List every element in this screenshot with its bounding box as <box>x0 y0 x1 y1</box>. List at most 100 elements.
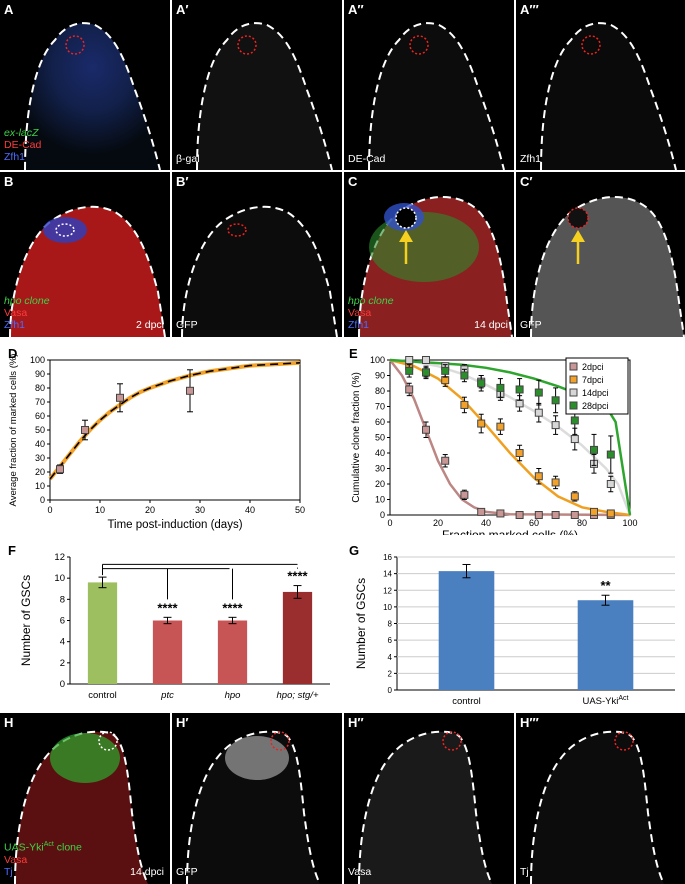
y-tick-label: 70 <box>375 402 385 412</box>
x-tick-label: 20 <box>433 518 443 528</box>
y-tick-label: 60 <box>35 411 45 421</box>
y-tick-label: 80 <box>375 386 385 396</box>
channel-label: GFP <box>520 319 542 331</box>
y-axis-label: Average fraction of marked cells (%) <box>8 354 19 507</box>
y-tick-label: 6 <box>388 636 393 645</box>
y-tick-label: 20 <box>375 479 385 489</box>
y-tick-label: 16 <box>383 553 392 562</box>
legend-swatch-14dpci <box>569 388 578 397</box>
panel-B1: B′ GFP <box>172 172 342 337</box>
x-category-label: control <box>452 696 481 707</box>
data-point-2dpci <box>441 456 450 465</box>
y-tick-label: 50 <box>375 433 385 443</box>
panel-label: A <box>4 2 14 17</box>
legend-vasa: Vasa <box>4 307 28 319</box>
bar-control <box>87 582 118 684</box>
testis-image-B <box>9 205 166 337</box>
legend-zfh1: Zfh1 <box>4 319 26 331</box>
fit-curve-dashed <box>49 362 301 480</box>
testis-image-H3 <box>530 730 665 884</box>
channel-label: Vasa <box>348 866 372 878</box>
data-point-28dpci <box>422 368 430 377</box>
panel-label: A′′′ <box>520 2 539 17</box>
x-tick-label: 100 <box>622 518 637 528</box>
data-point-7dpci <box>460 400 469 409</box>
panel-B: B hpo clone Vasa Zfh1 2 dpci <box>0 172 170 337</box>
chart-F-svg: F 0 2 4 6 8 10 12 Number of GSCs control ptc **** hp… <box>8 543 330 701</box>
data-point-2dpci <box>515 511 524 519</box>
panel-A2: A′′ DE-Cad <box>344 0 514 170</box>
panel-label: H′′′ <box>520 715 539 730</box>
channel-label: GFP <box>176 319 198 331</box>
x-tick-label: 40 <box>481 518 491 528</box>
chart-F: F 0 2 4 6 8 10 12 Number of GSCs control ptc **** hp… <box>0 537 340 712</box>
data-point-14dpci <box>570 435 579 444</box>
data-point <box>116 393 124 402</box>
testis-image-A2 <box>368 22 505 170</box>
data-point-2dpci <box>460 490 469 499</box>
channel-label: Zfh1 <box>520 153 542 165</box>
legend-label-2dpci: 2dpci <box>582 362 604 372</box>
y-tick-label: 12 <box>383 586 392 595</box>
data-point-7dpci <box>441 376 450 385</box>
data-point-28dpci <box>441 366 450 375</box>
y-tick-label: 8 <box>388 620 393 629</box>
y-tick-label: 0 <box>380 510 385 520</box>
y-tick-label: 12 <box>54 552 65 563</box>
testis-image-A3 <box>540 22 677 170</box>
chart-D: D 0 10 20 30 40 50 0 10 20 30 40 50 60 70 80 90 100 Time p… <box>0 340 340 535</box>
bar-hpo; stg/+ <box>282 591 313 684</box>
chart-G-svg: G 0 2 4 6 8 10 12 14 16 Number of GSCs control UAS-Y… <box>349 543 675 707</box>
data-point-28dpci <box>570 416 579 425</box>
data-point-7dpci <box>570 492 579 501</box>
x-category-label: ptc <box>160 690 174 701</box>
panel-C1: C′ GFP <box>516 172 685 337</box>
data-point-28dpci <box>590 445 598 454</box>
legend-uas-yki-clone: UAS-YkiAct clone <box>4 841 82 854</box>
x-tick-label: 30 <box>195 505 205 515</box>
data-point-14dpci <box>422 356 430 364</box>
category-superscript: Act <box>618 695 628 702</box>
panel-label: H′′ <box>348 715 364 730</box>
y-tick-label: 40 <box>35 439 45 449</box>
legend-vasa: Vasa <box>348 307 372 319</box>
data-point-2dpci <box>570 511 579 519</box>
panel-H1: H′ GFP <box>172 713 342 884</box>
data-point-2dpci <box>405 385 414 394</box>
legend-swatch-2dpci <box>569 362 578 371</box>
x-axis-label: Fraction marked cells (%) <box>442 528 578 535</box>
testis-image-C1 <box>530 196 685 337</box>
y-axis-label: Number of GSCs <box>19 575 33 666</box>
y-tick-label: 10 <box>35 481 45 491</box>
data-point-28dpci <box>551 396 560 405</box>
y-tick-label: 4 <box>388 653 393 662</box>
data-point-14dpci <box>534 408 543 417</box>
y-tick-label: 4 <box>60 637 65 648</box>
x-tick-label: 60 <box>529 518 539 528</box>
x-tick-label: 80 <box>577 518 587 528</box>
y-tick-label: 2 <box>60 658 65 669</box>
y-tick-label: 0 <box>60 679 65 690</box>
data-point <box>81 426 89 434</box>
y-tick-label: 8 <box>60 594 65 605</box>
testis-image-B1 <box>181 205 338 337</box>
y-tick-label: 20 <box>35 467 45 477</box>
testis-image-A1 <box>196 22 333 170</box>
y-tick-label: 0 <box>388 686 393 695</box>
x-category-label: control <box>88 690 117 701</box>
legend-label-14dpci: 14dpci <box>582 388 609 398</box>
x-tick-label: 50 <box>295 505 305 515</box>
x-tick-label: 40 <box>245 505 255 515</box>
y-tick-label: 100 <box>30 355 45 365</box>
panel-C: C hpo clone Vasa Zfh1 14 dpci <box>344 172 514 337</box>
legend-exlacz: ex-lacZ <box>4 127 39 139</box>
chart-G: G 0 2 4 6 8 10 12 14 16 Number of GSCs control UAS-Y… <box>345 537 685 712</box>
y-axis-label: Number of GSCs <box>354 578 368 669</box>
y-tick-label: 90 <box>35 369 45 379</box>
legend-C: hpo clone Vasa Zfh1 <box>348 295 394 331</box>
data-point-7dpci <box>496 422 505 431</box>
panel-label: B <box>4 174 14 189</box>
data-point-28dpci <box>405 366 414 375</box>
y-tick-label: 40 <box>375 448 385 458</box>
panel-A1: A′ β-gal <box>172 0 342 170</box>
